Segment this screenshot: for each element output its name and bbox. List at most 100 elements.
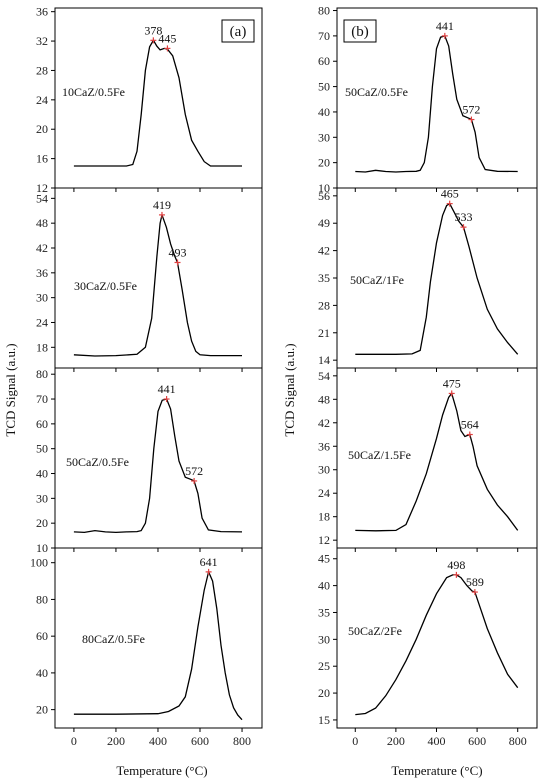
y-tick-label: 80 — [318, 4, 330, 18]
peak-label: 589 — [466, 575, 484, 589]
plot-frame — [336, 547, 538, 729]
tpr-curve — [73, 39, 242, 167]
peak-label: 572 — [462, 103, 480, 117]
y-tick-label: 56 — [318, 189, 330, 203]
y-tick-label: 45 — [318, 552, 330, 566]
y-tick-label: 14 — [318, 353, 330, 367]
y-tick-label: 60 — [36, 629, 48, 643]
peak-label: 445 — [158, 31, 176, 45]
y-tick-label: 70 — [36, 392, 48, 406]
y-tick-label: 54 — [36, 191, 48, 205]
peak-label: 419 — [153, 198, 171, 212]
y-tick-label: 20 — [318, 156, 330, 170]
peak-label: 564 — [461, 418, 479, 432]
plot-frame — [54, 547, 263, 729]
x-tick-label: 400 — [427, 734, 445, 748]
y-tick-label: 20 — [36, 703, 48, 717]
y-tick-label: 12 — [318, 533, 330, 547]
tpr-panel: 14 21 28 35 42 49 56 465 533 50CaZ/1Fe — [318, 187, 538, 372]
plot-frame — [54, 187, 263, 369]
y-tick-label: 40 — [318, 105, 330, 119]
peak-label: 378 — [144, 23, 162, 37]
y-tick-label: 15 — [318, 713, 330, 727]
y-tick-label: 30 — [318, 130, 330, 144]
peak-label: 465 — [441, 187, 459, 201]
y-tick-label: 24 — [36, 93, 48, 107]
sample-label: 50CaZ/1.5Fe — [348, 448, 411, 462]
x-tick-label: 400 — [149, 734, 167, 748]
peak-label: 475 — [443, 376, 461, 390]
tpr-curve — [73, 398, 243, 534]
y-tick-label: 80 — [36, 592, 48, 606]
y-tick-label: 10 — [36, 541, 48, 555]
x-axis-title-a: Temperature (°C) — [116, 763, 207, 778]
y-tick-label: 30 — [36, 491, 48, 505]
y-tick-label: 49 — [318, 216, 330, 230]
sample-label: 80CaZ/0.5Fe — [82, 632, 145, 646]
y-tick-label: 20 — [36, 122, 48, 136]
y-tick-label: 24 — [318, 486, 330, 500]
y-tick-label: 30 — [36, 291, 48, 305]
sample-label: 50CaZ/0.5Fe — [66, 455, 129, 469]
tpr-curve — [355, 35, 518, 173]
x-tick-label: 800 — [509, 734, 527, 748]
y-tick-label: 70 — [318, 29, 330, 43]
y-tick-label: 21 — [318, 326, 330, 340]
peak-label: 572 — [185, 464, 203, 478]
x-axis-title-b: Temperature (°C) — [391, 763, 482, 778]
y-tick-label: 60 — [318, 54, 330, 68]
y-tick-label: 28 — [36, 63, 48, 77]
peak-label: 441 — [436, 19, 454, 33]
y-tick-label: 48 — [36, 216, 48, 230]
y-tick-label: 35 — [318, 605, 330, 619]
y-tick-label: 54 — [318, 369, 330, 383]
y-tick-label: 20 — [318, 686, 330, 700]
y-tick-label: 12 — [36, 181, 48, 195]
panel-tag-b-label: (b) — [351, 24, 369, 40]
y-tick-label: 50 — [318, 80, 330, 94]
y-tick-label: 40 — [36, 666, 48, 680]
x-tick-label: 800 — [233, 734, 251, 748]
y-axis-title-b: TCD Signal (a.u.) — [282, 343, 297, 436]
tpr-panel: 18 24 30 36 42 48 54 419 493 30CaZ/0.5Fe — [36, 187, 263, 372]
x-tick-label: 0 — [71, 734, 77, 748]
peak-label: 533 — [454, 210, 472, 224]
x-tick-label: 600 — [191, 734, 209, 748]
y-tick-label: 42 — [318, 244, 330, 258]
y-tick-label: 36 — [36, 266, 48, 280]
peak-label: 493 — [169, 245, 187, 259]
y-tick-label: 80 — [36, 367, 48, 381]
y-tick-label: 35 — [318, 271, 330, 285]
tpr-curve — [355, 574, 519, 716]
y-tick-label: 32 — [36, 34, 48, 48]
y-tick-label: 50 — [36, 442, 48, 456]
x-tick-label: 600 — [468, 734, 486, 748]
y-tick-label: 25 — [318, 659, 330, 673]
y-tick-label: 18 — [318, 510, 330, 524]
y-tick-label: 24 — [36, 315, 48, 329]
y-tick-label: 48 — [318, 392, 330, 406]
x-tick-label: 200 — [387, 734, 405, 748]
y-axis-title-a: TCD Signal (a.u.) — [3, 343, 18, 436]
y-tick-label: 100 — [30, 556, 48, 570]
y-tick-label: 20 — [36, 516, 48, 530]
peak-label: 498 — [447, 558, 465, 572]
y-tick-label: 36 — [36, 5, 48, 19]
tpr-panel: 10 20 30 40 50 60 70 80 441 572 50CaZ/0.5Fe — [36, 367, 263, 555]
y-tick-label: 36 — [318, 439, 330, 453]
y-tick-label: 30 — [318, 463, 330, 477]
panel-tag-a: (a) — [221, 19, 255, 43]
peak-label: 441 — [158, 382, 176, 396]
tpr-curve — [355, 202, 519, 355]
sample-label: 50CaZ/1Fe — [350, 273, 404, 287]
tpr-curve — [73, 569, 243, 721]
sample-label: 50CaZ/0.5Fe — [345, 85, 408, 99]
x-tick-label: 0 — [352, 734, 358, 748]
y-tick-label: 30 — [318, 632, 330, 646]
y-tick-label: 42 — [318, 416, 330, 430]
sample-label: 30CaZ/0.5Fe — [74, 279, 137, 293]
tpr-curve — [355, 391, 519, 532]
